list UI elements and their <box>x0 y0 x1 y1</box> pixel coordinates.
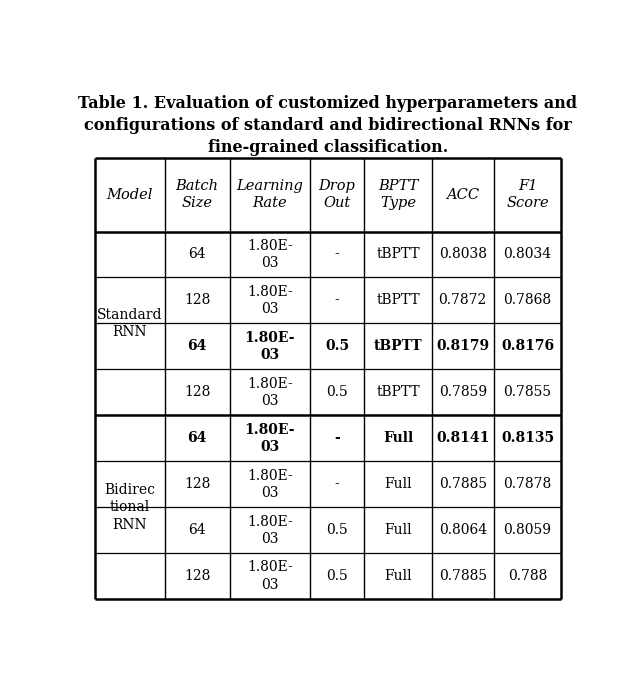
Text: 64: 64 <box>188 431 207 445</box>
Text: 1.80E-
03: 1.80E- 03 <box>247 285 292 316</box>
Text: 0.8179: 0.8179 <box>436 340 489 353</box>
Text: Full: Full <box>383 431 413 445</box>
Text: 1.80E-
03: 1.80E- 03 <box>247 514 292 546</box>
Text: -: - <box>335 477 339 491</box>
Text: 1.80E-
03: 1.80E- 03 <box>247 376 292 408</box>
Text: 0.5: 0.5 <box>326 523 348 537</box>
Text: -: - <box>335 248 339 261</box>
Text: 1.80E-
03: 1.80E- 03 <box>247 469 292 500</box>
Text: 64: 64 <box>188 248 206 261</box>
Text: 0.7872: 0.7872 <box>438 293 487 308</box>
Text: Full: Full <box>384 523 412 537</box>
Text: 1.80E-
03: 1.80E- 03 <box>244 331 295 362</box>
Text: 0.5: 0.5 <box>326 569 348 583</box>
Text: Standard
RNN: Standard RNN <box>97 308 163 339</box>
Text: Drop
Out: Drop Out <box>319 179 355 210</box>
Text: 0.8176: 0.8176 <box>501 340 554 353</box>
Text: 0.8034: 0.8034 <box>504 248 552 261</box>
Text: 1.80E-
03: 1.80E- 03 <box>247 561 292 592</box>
Text: Batch
Size: Batch Size <box>176 179 219 210</box>
Text: 128: 128 <box>184 293 211 308</box>
Text: -: - <box>335 293 339 308</box>
Text: Full: Full <box>384 569 412 583</box>
Text: 0.8064: 0.8064 <box>438 523 487 537</box>
Text: 0.7855: 0.7855 <box>504 385 552 400</box>
Text: Table 1. Evaluation of customized hyperparameters and
configurations of standard: Table 1. Evaluation of customized hyperp… <box>79 95 577 156</box>
Text: 64: 64 <box>188 340 207 353</box>
Text: 0.7885: 0.7885 <box>438 477 487 491</box>
Text: 0.788: 0.788 <box>508 569 547 583</box>
Text: 0.7885: 0.7885 <box>438 569 487 583</box>
Text: 64: 64 <box>188 523 206 537</box>
Text: 1.80E-
03: 1.80E- 03 <box>244 423 295 454</box>
Text: 0.7868: 0.7868 <box>504 293 552 308</box>
Text: 128: 128 <box>184 385 211 400</box>
Text: 0.5: 0.5 <box>325 340 349 353</box>
Text: 128: 128 <box>184 569 211 583</box>
Text: tBPTT: tBPTT <box>374 340 422 353</box>
Text: F1
Score: F1 Score <box>506 179 548 210</box>
Text: 0.8135: 0.8135 <box>501 431 554 445</box>
Text: 128: 128 <box>184 477 211 491</box>
Text: 0.7878: 0.7878 <box>503 477 552 491</box>
Text: BPTT
Type: BPTT Type <box>378 179 418 210</box>
Text: tBPTT: tBPTT <box>376 293 420 308</box>
Text: 1.80E-
03: 1.80E- 03 <box>247 239 292 270</box>
Text: Bidirec
tional
RNN: Bidirec tional RNN <box>104 483 156 531</box>
Text: 0.7859: 0.7859 <box>438 385 487 400</box>
Text: Full: Full <box>384 477 412 491</box>
Text: ACC: ACC <box>446 188 479 202</box>
Text: Learning
Rate: Learning Rate <box>236 179 303 210</box>
Text: tBPTT: tBPTT <box>376 248 420 261</box>
Text: 0.8059: 0.8059 <box>504 523 552 537</box>
Text: tBPTT: tBPTT <box>376 385 420 400</box>
Text: -: - <box>334 431 340 445</box>
Text: 0.5: 0.5 <box>326 385 348 400</box>
Text: 0.8038: 0.8038 <box>438 248 486 261</box>
Text: 0.8141: 0.8141 <box>436 431 490 445</box>
Text: Model: Model <box>107 188 153 202</box>
